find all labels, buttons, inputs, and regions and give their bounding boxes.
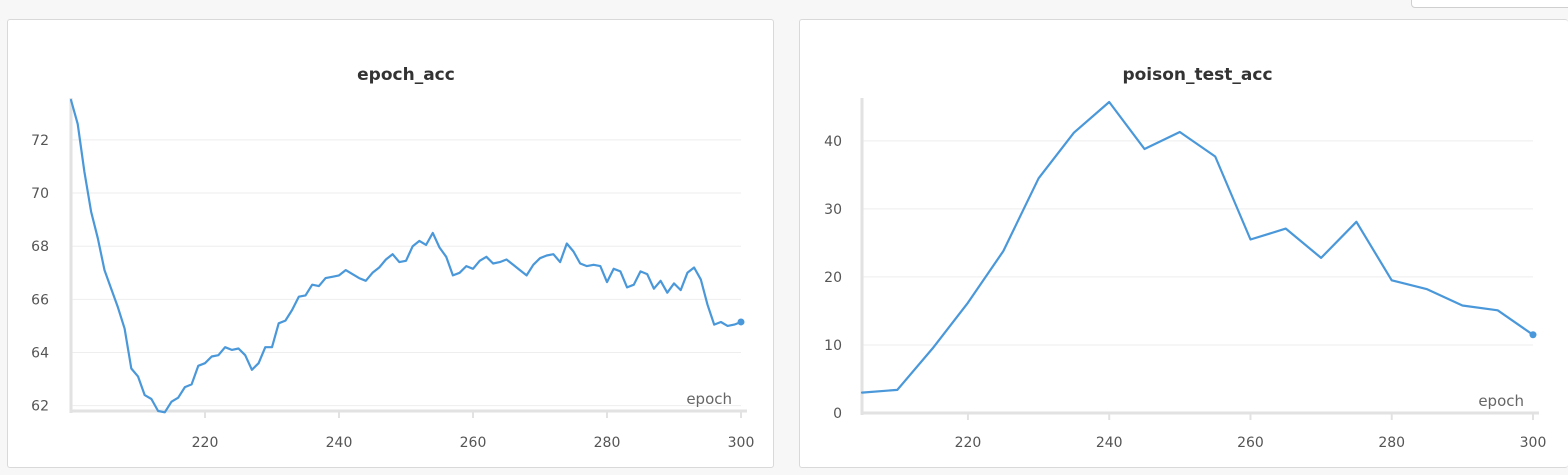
y-tick-label: 20 [824,270,842,286]
poison-test-acc-panel: poison_test_acc 0 10 20 30 40 220 240 260 280 300 e… [799,19,1568,468]
x-tick-label: 280 [1378,435,1405,451]
top-right-control[interactable] [1411,0,1568,8]
y-tick-label: 0 [833,406,842,422]
x-tick-label: 280 [594,435,621,451]
x-tick-label: 240 [326,435,353,451]
y-tick-label: 10 [824,338,842,354]
chart-title: poison_test_acc [1122,65,1272,85]
x-axis-title: epoch [686,390,732,408]
series-endpoint-marker [737,318,745,326]
y-tick-label: 40 [824,134,842,150]
x-tick-label: 300 [728,435,755,451]
y-tick-label: 68 [31,239,49,255]
x-tick-label: 260 [460,435,487,451]
y-tick-label: 72 [31,133,49,149]
epoch-acc-chart: epoch_acc 62 64 66 68 70 72 220 240 260 280 300 epoc… [31,65,755,451]
series-line [69,98,743,414]
x-tick-label: 240 [1096,435,1123,451]
x-tick-label: 260 [1237,435,1264,451]
poison-test-acc-chart: poison_test_acc 0 10 20 30 40 220 240 260 280 300 e… [824,65,1547,451]
y-tick-label: 30 [824,202,842,218]
series-line [860,100,1535,394]
x-axis-title: epoch [1478,392,1524,410]
series-endpoint-marker [1529,331,1537,339]
x-tick-label: 220 [955,435,982,451]
chart-title: epoch_acc [357,65,455,85]
epoch-acc-panel: epoch_acc 62 64 66 68 70 72 220 240 260 280 300 epoc… [7,19,774,468]
y-tick-label: 64 [31,346,49,362]
y-tick-label: 70 [31,186,49,202]
y-tick-label: 66 [31,292,49,308]
x-tick-label: 220 [192,435,219,451]
y-tick-label: 62 [31,399,49,415]
x-tick-label: 300 [1520,435,1547,451]
